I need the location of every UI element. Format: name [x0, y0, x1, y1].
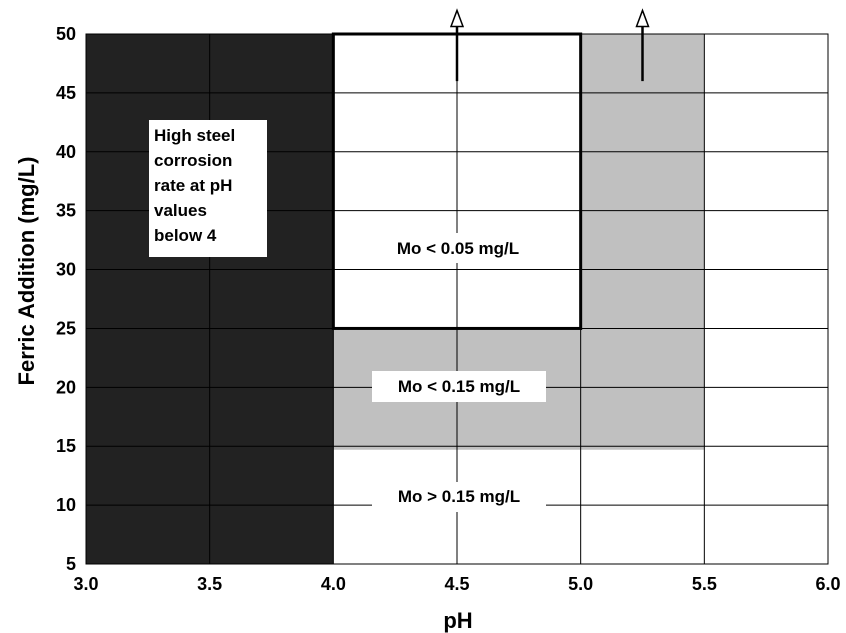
annotation-corrosion-box	[149, 120, 267, 257]
y-tick-label: 45	[56, 83, 76, 103]
arrows	[449, 8, 650, 82]
annotation-corrosion-line: corrosion	[154, 151, 232, 170]
annotation-corrosion: High steel corrosion rate at pH values b…	[149, 120, 267, 257]
annotation-mo-015: Mo < 0.15 mg/L	[372, 371, 546, 402]
y-tick-label: 10	[56, 495, 76, 515]
x-axis-title: pH	[443, 608, 472, 633]
arrow-ph-4-5-head	[449, 8, 465, 28]
x-tick-label: 5.5	[692, 574, 717, 594]
annotation-mo-above-015: Mo > 0.15 mg/L	[372, 482, 546, 512]
y-tick-labels: 5 10 15 20 25 30 35 40 45 50	[56, 24, 76, 574]
y-tick-label: 50	[56, 24, 76, 44]
x-tick-label: 3.5	[197, 574, 222, 594]
annotation-mo-above-015-label: Mo > 0.15 mg/L	[398, 487, 520, 506]
y-tick-label: 25	[56, 318, 76, 338]
arrow-ph-5-25	[635, 8, 650, 82]
x-tick-label: 3.0	[73, 574, 98, 594]
annotation-corrosion-line: High steel	[154, 126, 235, 145]
y-tick-label: 40	[56, 142, 76, 162]
annotation-mo-005: Mo < 0.05 mg/L	[365, 233, 555, 263]
annotation-corrosion-line: rate at pH	[154, 176, 232, 195]
y-axis-title: Ferric Addition (mg/L)	[14, 157, 39, 386]
y-tick-label: 30	[56, 260, 76, 280]
x-tick-label: 4.5	[444, 574, 469, 594]
x-tick-label: 5.0	[568, 574, 593, 594]
plot-frame	[85, 33, 829, 565]
annotation-corrosion-line: values	[154, 201, 207, 220]
arrow-ph-4-5	[449, 8, 465, 82]
y-tick-label: 15	[56, 436, 76, 456]
x-tick-labels: 3.0 3.5 4.0 4.5 5.0 5.5 6.0	[73, 574, 840, 594]
x-tick-label: 4.0	[321, 574, 346, 594]
y-tick-label: 20	[56, 377, 76, 397]
annotation-mo-015-box	[372, 371, 546, 402]
arrow-ph-5-25-head	[635, 8, 650, 28]
annotation-mo-005-label: Mo < 0.05 mg/L	[397, 239, 519, 258]
annotation-mo-above-015-box	[372, 482, 546, 512]
annotation-mo-005-box	[365, 233, 555, 263]
annotation-mo-015-label: Mo < 0.15 mg/L	[398, 377, 520, 396]
annotation-corrosion-line: below 4	[154, 226, 217, 245]
y-tick-label: 35	[56, 201, 76, 221]
y-tick-label: 5	[66, 554, 76, 574]
x-tick-label: 6.0	[815, 574, 840, 594]
